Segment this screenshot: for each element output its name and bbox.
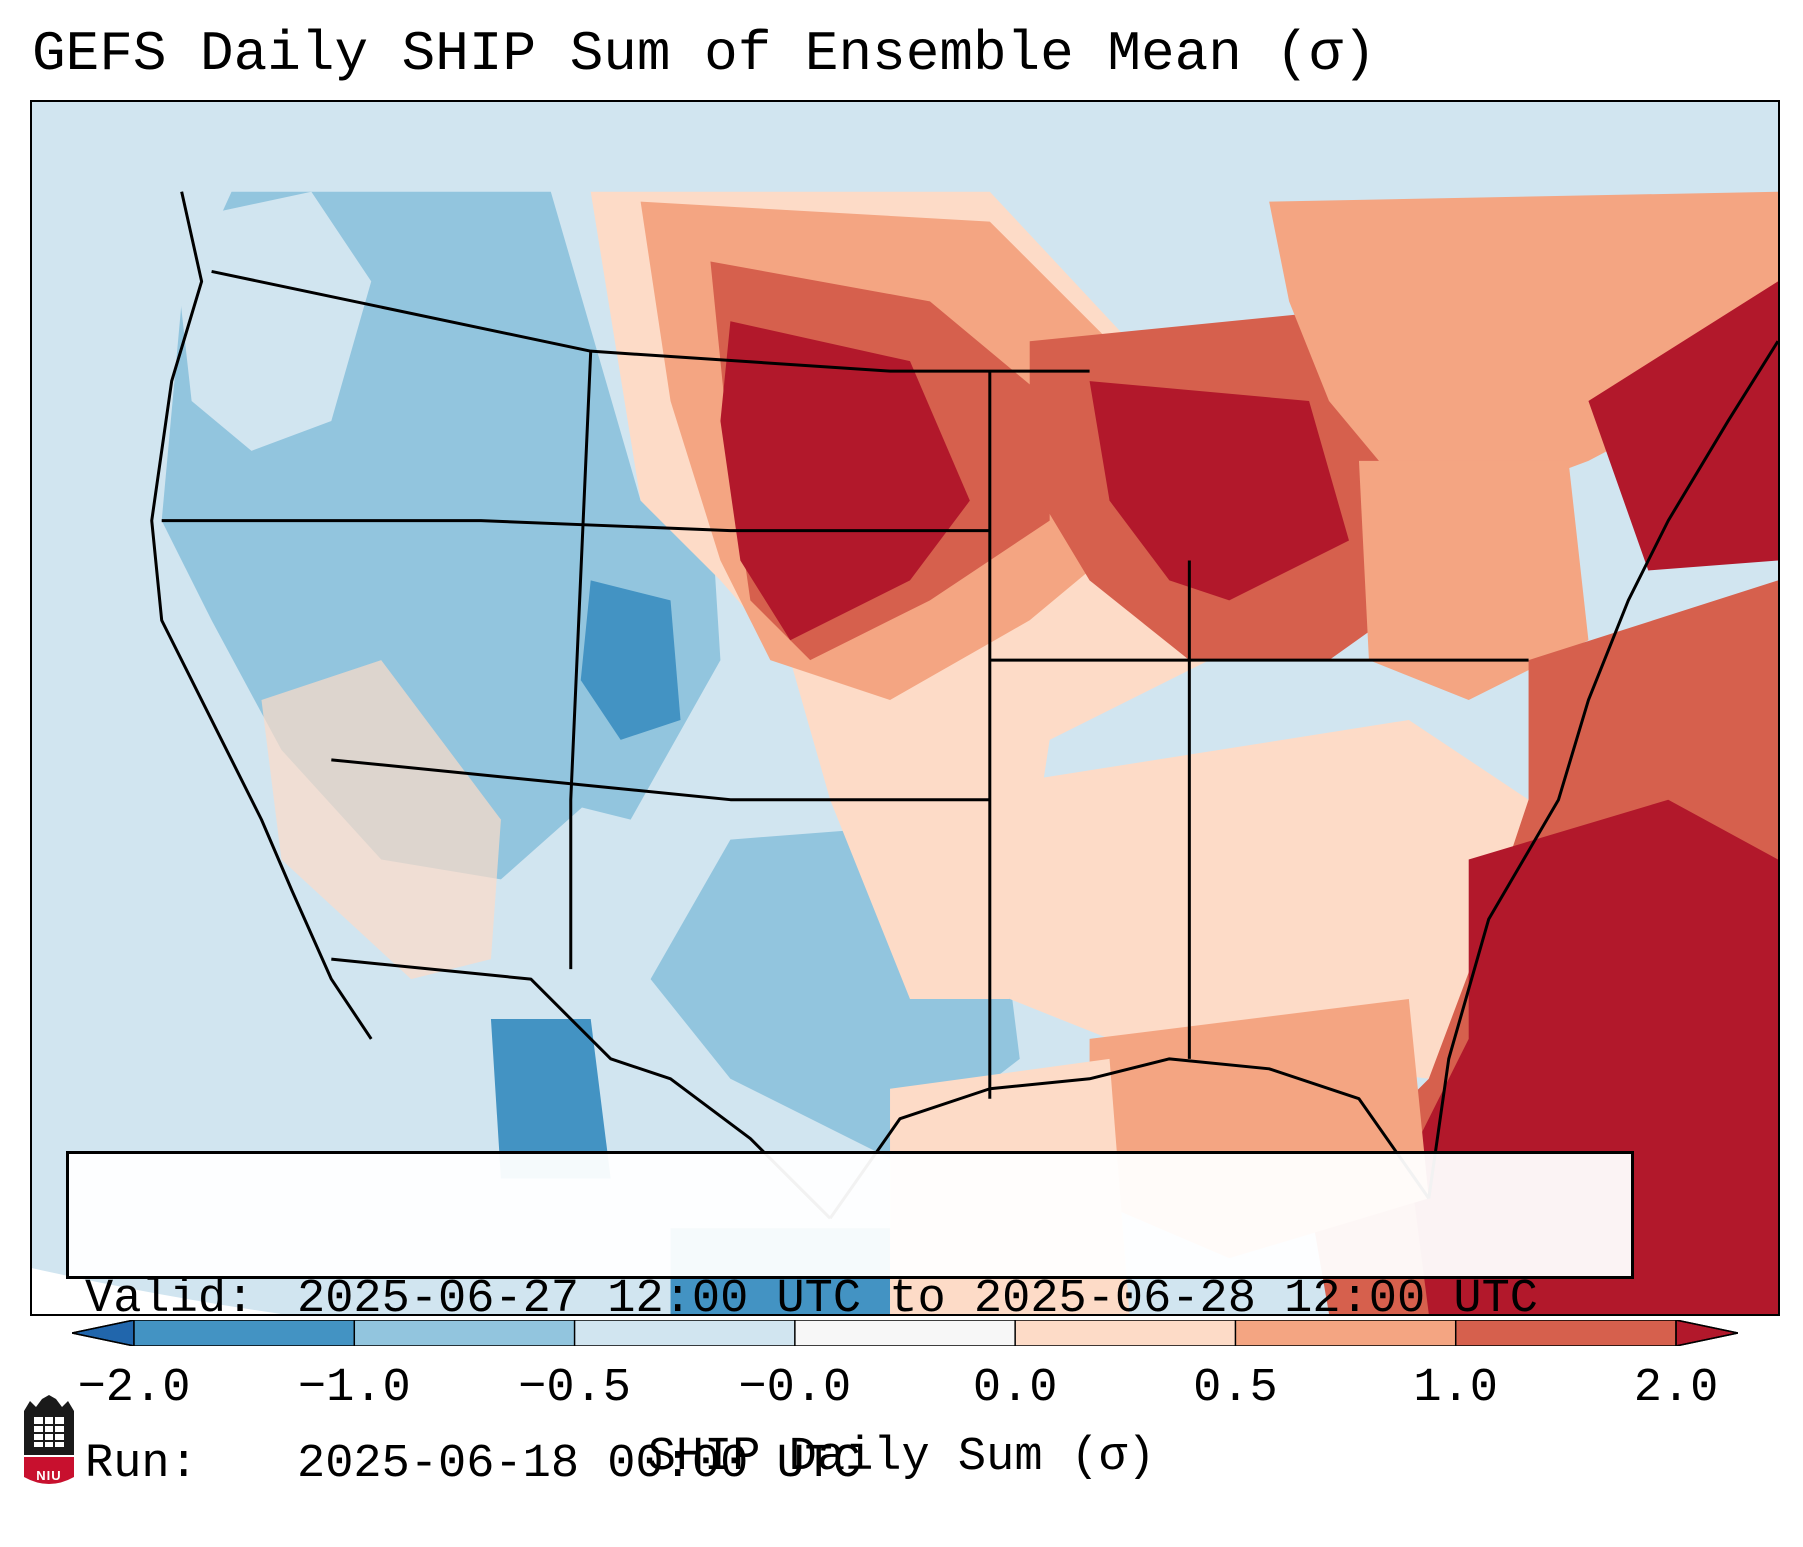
run-value: 2025-06-18 00:00 UTC [297,1438,862,1491]
pnw-light-region [171,191,372,451]
valid-label: Valid: [85,1273,255,1326]
colorbar-bin [354,1320,576,1346]
colorbar-tick-label: −2.0 [77,1362,191,1415]
colorbar-extend-low [72,1320,135,1346]
colorbar-bin [574,1320,796,1346]
new-england-core-region [1588,281,1778,571]
map-panel [30,100,1780,1316]
map-svg [32,102,1778,1314]
colorbar-bin [1455,1320,1677,1346]
colorbar-tick-label: 1.0 [1413,1362,1499,1415]
niu-logo-text: NIU [36,1468,62,1483]
colorbar-tick-label: 0.5 [1193,1362,1278,1415]
colorbar-bin [134,1320,355,1346]
colorbar-bin [794,1320,1016,1346]
east-coastline [1427,340,1778,1199]
dakotas-core-region [720,321,970,641]
chart-title: GEFS Daily SHIP Sum of Ensemble Mean (σ) [32,22,1377,86]
run-label: Run: [85,1438,198,1491]
southwest-warm-region [261,660,501,980]
colorbar-tick-label: 2.0 [1633,1362,1719,1415]
colorbar-tick-label: 0.0 [972,1362,1058,1415]
colorbar [72,1320,1738,1346]
state-line-c [569,351,593,970]
colorbar-bin [1235,1320,1457,1346]
west-coastline [150,191,373,1040]
colorado-core-region [580,580,681,740]
niu-logo: NIU [20,1395,78,1487]
mexico-cool-region [490,1018,611,1179]
state-line-b [331,758,990,802]
state-line-a [161,519,990,533]
mid-atlantic-region [1358,460,1589,701]
run-row: Run: 2025-06-18 00:00 UTC [85,1437,1615,1492]
niu-logo-icon [24,1395,74,1484]
valid-value: 2025-06-27 12:00 UTC to 2025-06-28 12:00… [297,1273,1539,1326]
colorbar-tick-label: −0.5 [518,1362,631,1415]
southeast-light-region [1009,719,1529,1079]
colorbar-bin [1015,1320,1236,1346]
valid-row: Valid: 2025-06-27 12:00 UTC to 2025-06-2… [85,1272,1615,1327]
projection-edge-left [32,1268,282,1314]
canada-east-region [1269,191,1778,521]
michigan-core-region [1089,381,1349,601]
colorbar-label: SHIP Daily Sum (σ) [647,1431,1156,1484]
colorbar-tick-label: −0.0 [738,1362,852,1415]
colorbar-extend-high [1675,1320,1738,1346]
gulf-coastline [828,1057,1431,1220]
colorbar-tick-label: −1.0 [297,1362,411,1415]
colorbar-svg [72,1320,1738,1346]
valid-run-info-box: Valid: 2025-06-27 12:00 UTC to 2025-06-2… [66,1151,1634,1491]
